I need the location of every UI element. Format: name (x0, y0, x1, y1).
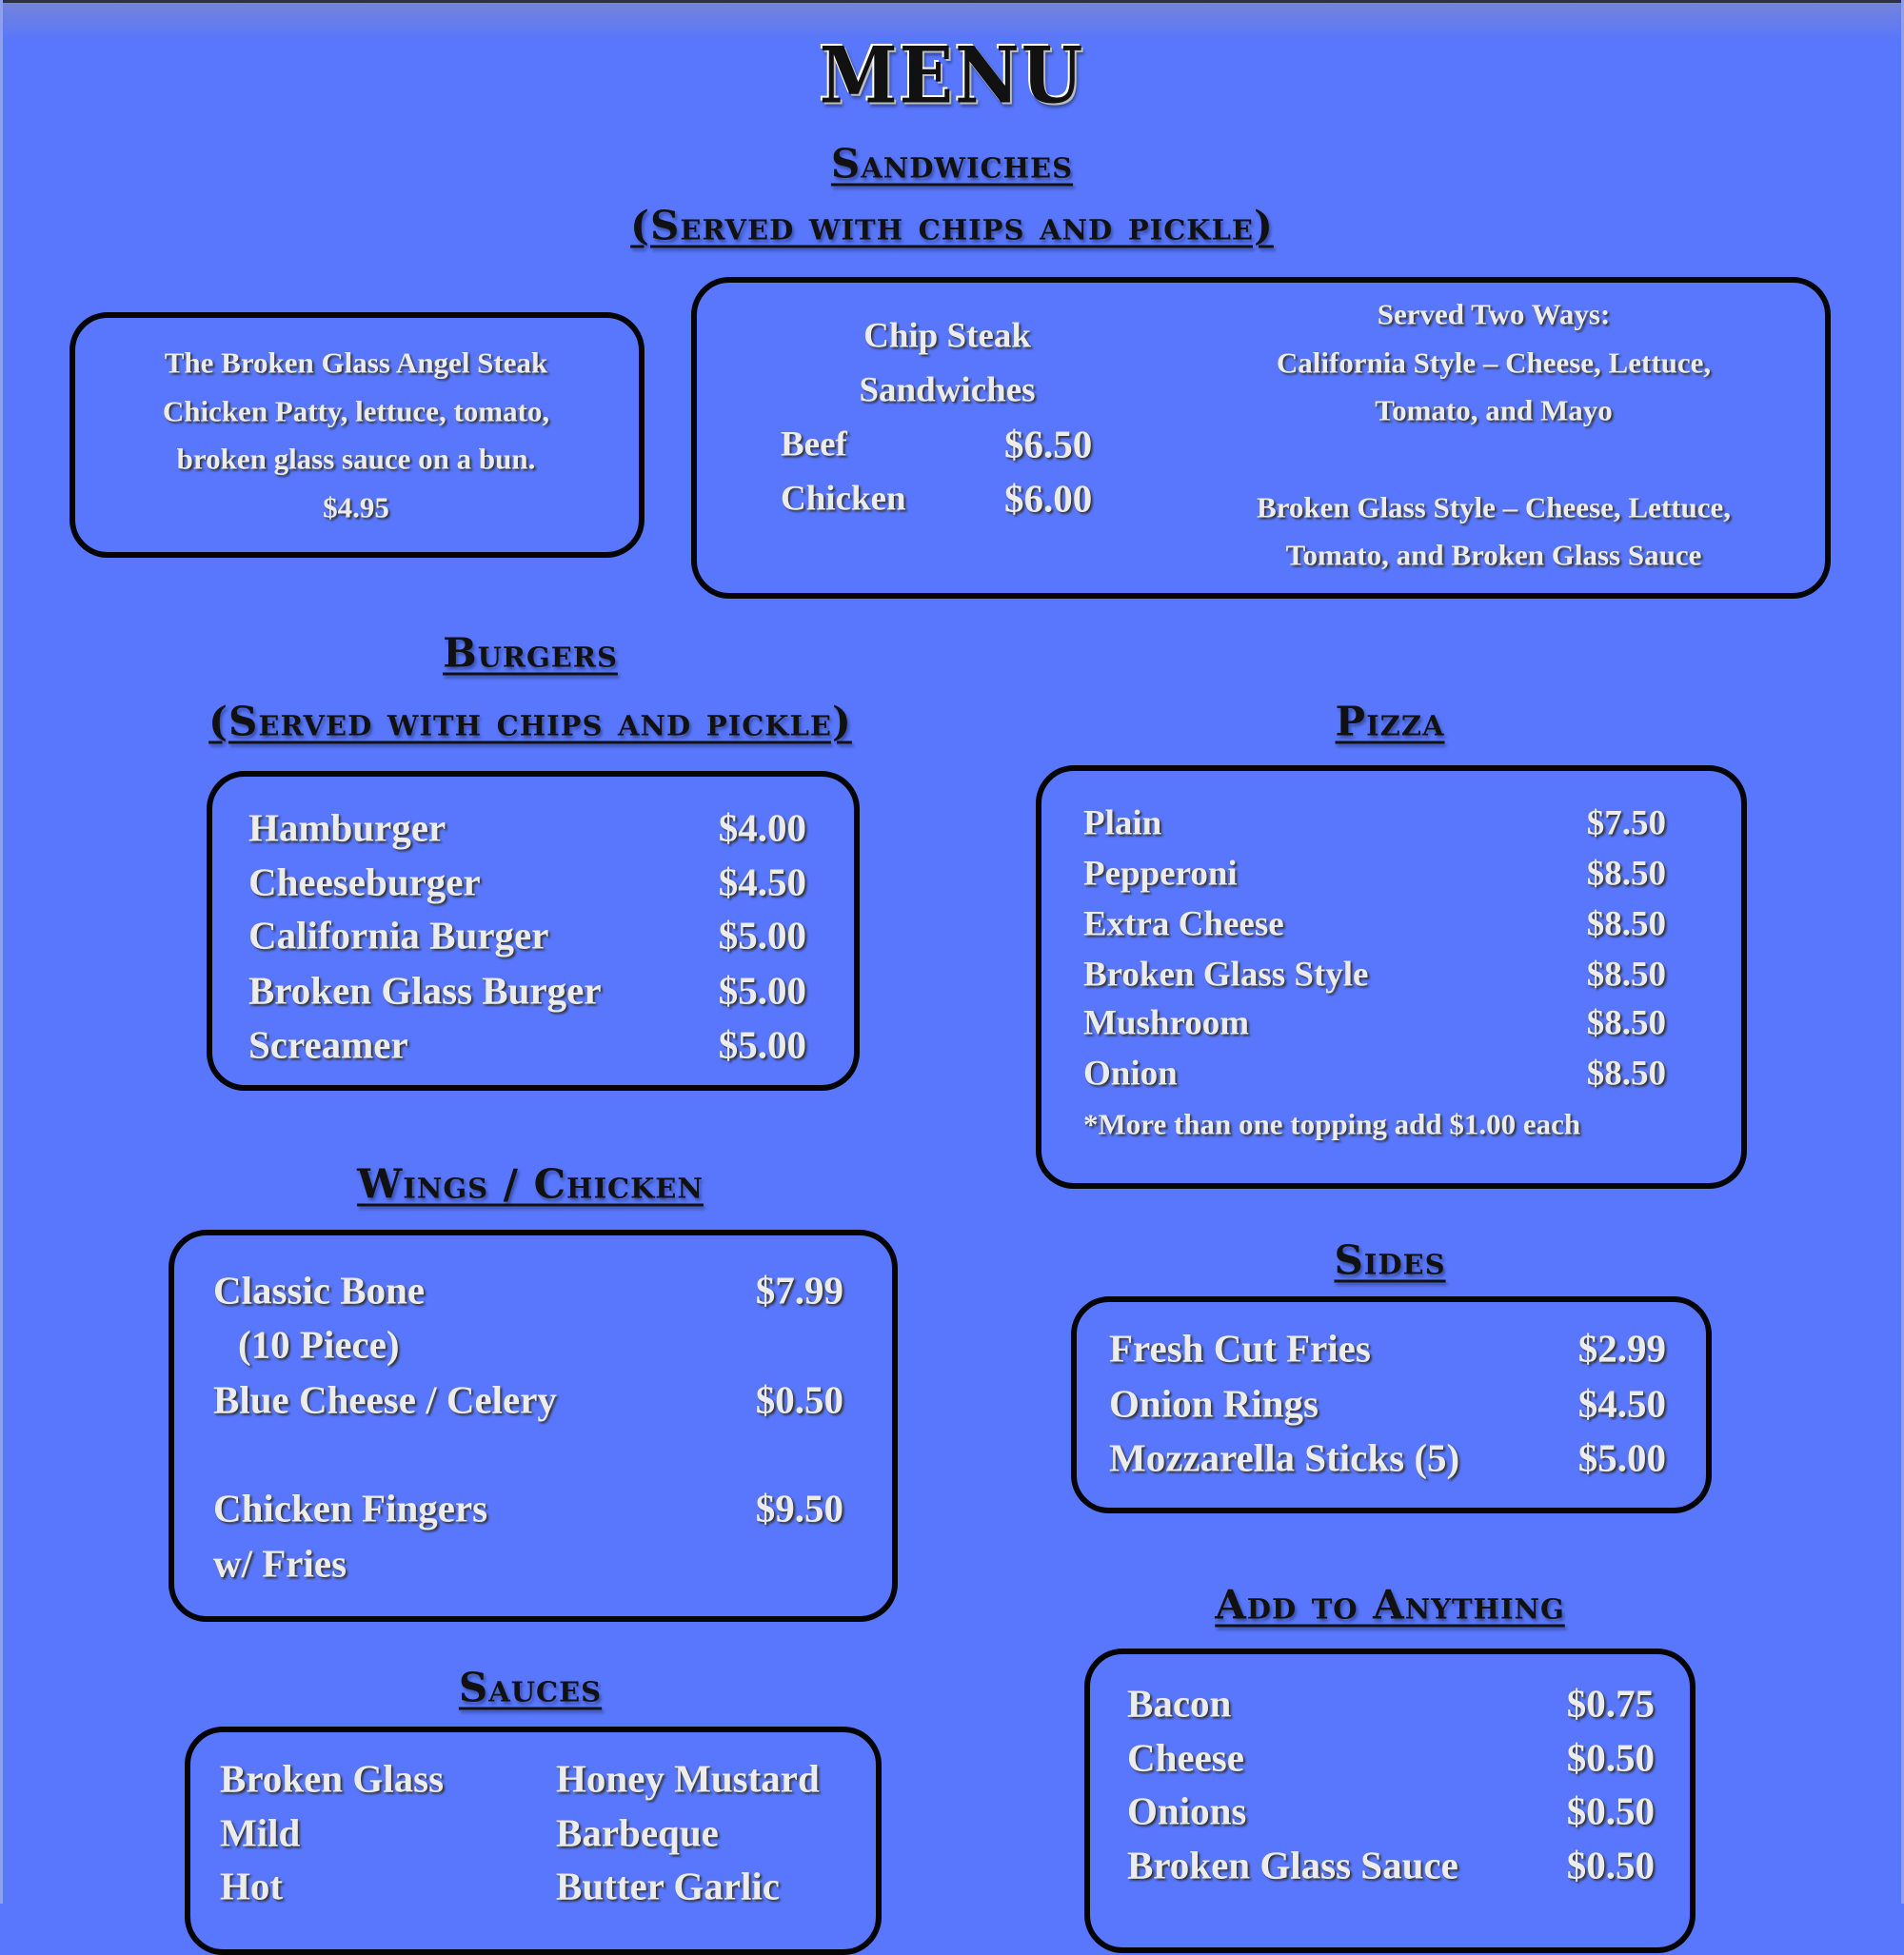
item-name: Broken Glass Style (1083, 955, 1369, 995)
item-price: $8.50 (1586, 904, 1666, 944)
item-price: $7.50 (1586, 803, 1666, 843)
ways-line: Broken Glass Style – Cheese, Lettuce, (1257, 490, 1731, 524)
sauce-item: Honey Mustard (556, 1756, 820, 1801)
item-name: Chicken (781, 479, 906, 519)
item-price: $0.50 (1566, 1735, 1655, 1780)
angel-steak-box (69, 312, 645, 558)
item-price: $0.50 (1566, 1843, 1655, 1887)
item-name: Broken Glass Burger (248, 968, 602, 1013)
angel-line: Chicken Patty, lettuce, tomato, (162, 394, 550, 428)
sauce-item: Mild (220, 1810, 301, 1855)
item-price: $7.99 (755, 1268, 843, 1313)
menu-title: MENU (819, 30, 1085, 122)
item-price: $6.00 (1004, 476, 1093, 521)
page-edge-left (0, 0, 3, 1904)
chip-steak-title: Chip Steak (863, 316, 1031, 356)
ways-line: Tomato, and Broken Glass Sauce (1285, 538, 1702, 572)
item-name: Plain (1083, 803, 1162, 843)
item-price: $5.00 (718, 968, 806, 1013)
item-price: $5.00 (718, 913, 806, 958)
item-price: $0.50 (1566, 1788, 1655, 1833)
wings-box (169, 1230, 898, 1622)
item-name: Cheeseburger (248, 859, 481, 904)
pizza-box (1036, 765, 1747, 1189)
item-name: Hamburger (248, 805, 446, 850)
item-name: Extra Cheese (1083, 904, 1284, 944)
add-heading: Add to Anything (1215, 1581, 1565, 1629)
item-name: Classic Bone (213, 1268, 426, 1313)
item-price: $2.99 (1577, 1326, 1666, 1371)
ways-line: Served Two Ways: (1377, 297, 1611, 331)
angel-line: broken glass sauce on a bun. (176, 442, 536, 476)
sandwiches-heading: Sandwiches (830, 140, 1074, 188)
item-name: Beef (781, 425, 847, 464)
item-name: Pepperoni (1083, 854, 1238, 894)
top-bar (0, 0, 1904, 41)
sauces-heading: Sauces (458, 1664, 603, 1711)
item-name: Mozzarella Sticks (5) (1109, 1435, 1460, 1480)
item-price: $8.50 (1586, 854, 1666, 894)
item-price: $5.00 (718, 1022, 806, 1067)
sandwiches-subheading: (Served with chips and pickle) (630, 202, 1274, 249)
wings-heading: Wings / Chicken (357, 1160, 704, 1208)
item-name: Chicken Fingers (213, 1486, 488, 1530)
item-price: $4.50 (1577, 1381, 1666, 1426)
chip-steak-title: Sandwiches (859, 370, 1036, 410)
sauce-item: Broken Glass (220, 1756, 445, 1801)
item-name: Bacon (1127, 1681, 1232, 1726)
item-name: Onion (1083, 1054, 1178, 1094)
sides-box (1071, 1296, 1712, 1513)
item-name: California Burger (248, 913, 549, 958)
burgers-subheading: (Served with chips and pickle) (208, 698, 852, 745)
burgers-box (207, 771, 860, 1091)
item-price: $4.50 (718, 859, 806, 904)
item-name: Blue Cheese / Celery (213, 1377, 557, 1422)
sides-heading: Sides (1334, 1236, 1446, 1284)
item-price: $5.00 (1577, 1435, 1666, 1480)
item-sub: (10 Piece) (238, 1322, 400, 1367)
item-name: Broken Glass Sauce (1127, 1843, 1458, 1887)
item-price: $8.50 (1586, 1054, 1666, 1094)
item-price: $8.50 (1586, 1003, 1666, 1043)
item-price: $4.00 (718, 805, 806, 850)
ways-line: California Style – Cheese, Lettuce, (1276, 346, 1712, 380)
item-name: Onion Rings (1109, 1381, 1319, 1426)
item-name: Onions (1127, 1788, 1247, 1833)
sauce-item: Barbeque (556, 1810, 719, 1855)
item-name: Mushroom (1083, 1003, 1250, 1043)
item-price: $0.75 (1566, 1681, 1655, 1726)
pizza-note: *More than one topping add $1.00 each (1083, 1107, 1581, 1141)
item-price: $9.50 (755, 1486, 843, 1530)
angel-price: $4.95 (323, 490, 389, 524)
chip-steak-box (691, 277, 1831, 599)
pizza-heading: Pizza (1335, 698, 1445, 745)
item-name: Cheese (1127, 1735, 1244, 1780)
angel-line: The Broken Glass Angel Steak (164, 346, 548, 380)
item-price: $0.50 (755, 1377, 843, 1422)
item-price: $6.50 (1004, 422, 1093, 466)
sauce-item: Butter Garlic (556, 1864, 780, 1908)
sauce-item: Hot (220, 1864, 284, 1908)
ways-line: Tomato, and Mayo (1375, 393, 1613, 427)
item-sub: w/ Fries (213, 1541, 347, 1586)
item-name: Screamer (248, 1022, 408, 1067)
item-price: $8.50 (1586, 955, 1666, 995)
item-name: Fresh Cut Fries (1109, 1326, 1371, 1371)
page-edge-right (1901, 0, 1904, 1904)
burgers-heading: Burgers (443, 629, 618, 677)
